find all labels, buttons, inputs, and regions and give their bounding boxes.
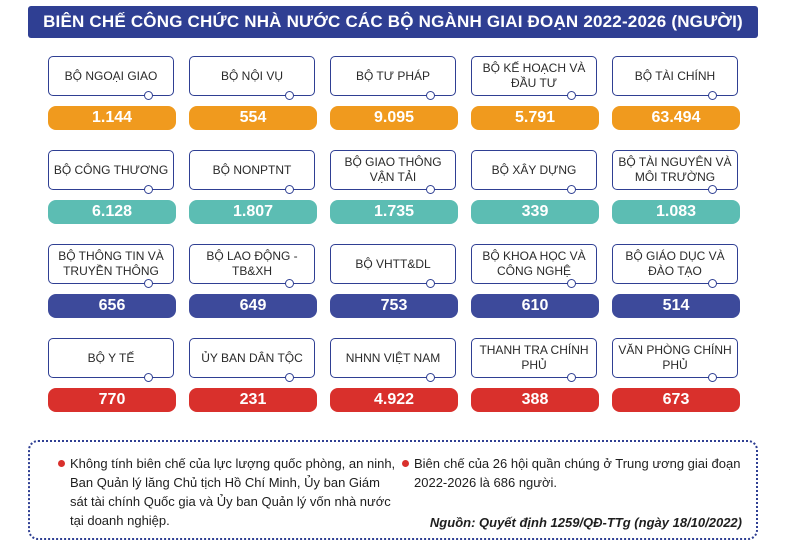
connector-dot-icon <box>708 373 717 382</box>
staff-count-value: 1.083 <box>612 200 740 224</box>
ministry-name: BỘ NGOẠI GIAO <box>64 68 158 83</box>
staff-count-value: 514 <box>612 294 740 318</box>
ministry-name-box: BỘ TƯ PHÁP <box>330 56 456 100</box>
ministry-name: BỘ LAO ĐỘNG - TB&XH <box>206 249 298 278</box>
ministry-name-box: BỘ NONPTNT <box>189 150 315 194</box>
staff-count-value: 6.128 <box>48 200 176 224</box>
ministry-name-box: BỘ GIAO THÔNG VẬN TẢI <box>330 150 456 194</box>
note-right: Biên chế của 26 hội quần chúng ở Trung ư… <box>402 454 754 492</box>
connector-dot-icon <box>426 373 435 382</box>
note-right-text: Biên chế của 26 hội quần chúng ở Trung ư… <box>414 456 741 490</box>
ministry-name: BỘ Y TẾ <box>87 350 135 365</box>
ministry-name: ỦY BAN DÂN TỘC <box>201 350 303 365</box>
ministry-name-box: BỘ GIÁO DỤC VÀ ĐÀO TẠO <box>612 244 738 288</box>
staff-count-value: 1.144 <box>48 106 176 130</box>
ministry-name-box: THANH TRA CHÍNH PHỦ <box>471 338 597 382</box>
staff-count-value: 554 <box>189 106 317 130</box>
ministry-name-box: BỘ NGOẠI GIAO <box>48 56 174 100</box>
ministry-name-box: BỘ THÔNG TIN VÀ TRUYỀN THÔNG <box>48 244 174 288</box>
ministry-name: BỘ TƯ PHÁP <box>355 68 431 83</box>
connector-dot-icon <box>144 279 153 288</box>
connector-dot-icon <box>285 185 294 194</box>
ministry-name-box: BỘ KẾ HOẠCH VÀ ĐẦU TƯ <box>471 56 597 100</box>
staff-count-value: 673 <box>612 388 740 412</box>
connector-dot-icon <box>285 373 294 382</box>
connector-dot-icon <box>708 279 717 288</box>
ministry-name-box: BỘ CÔNG THƯƠNG <box>48 150 174 194</box>
ministry-name: BỘ KẾ HOẠCH VÀ ĐẦU TƯ <box>482 61 586 90</box>
chart-title: BIÊN CHẾ CÔNG CHỨC NHÀ NƯỚC CÁC BỘ NGÀNH… <box>28 6 758 38</box>
staff-count-value: 770 <box>48 388 176 412</box>
bullet-icon <box>402 460 409 467</box>
staff-count-value: 753 <box>330 294 458 318</box>
ministry-name: BỘ NONPTNT <box>212 162 292 177</box>
ministry-name: NHNN VIỆT NAM <box>345 350 441 365</box>
connector-dot-icon <box>144 91 153 100</box>
ministry-name: BỘ TÀI CHÍNH <box>634 68 716 83</box>
staff-count-value: 649 <box>189 294 317 318</box>
ministry-name: BỘ KHOA HỌC VÀ CÔNG NGHỆ <box>482 249 586 278</box>
ministry-name: BỘ TÀI NGUYÊN VÀ MÔI TRƯỜNG <box>618 155 732 184</box>
connector-dot-icon <box>144 185 153 194</box>
ministry-name-box: BỘ TÀI NGUYÊN VÀ MÔI TRƯỜNG <box>612 150 738 194</box>
staff-count-value: 656 <box>48 294 176 318</box>
staff-count-value: 610 <box>471 294 599 318</box>
connector-dot-icon <box>567 373 576 382</box>
notes-box: Không tính biên chế của lực lượng quốc p… <box>28 440 758 540</box>
staff-count-value: 4.922 <box>330 388 458 412</box>
staff-count-value: 5.791 <box>471 106 599 130</box>
ministry-grid: BỘ NGOẠI GIAO 1.144 BỘ NỘI VỤ 554 BỘ TƯ PHÁP… <box>48 56 740 412</box>
connector-dot-icon <box>426 91 435 100</box>
connector-dot-icon <box>144 373 153 382</box>
staff-count-value: 1.807 <box>189 200 317 224</box>
ministry-name: BỘ VHTT&DL <box>355 256 431 271</box>
connector-dot-icon <box>285 279 294 288</box>
ministry-name-box: BỘ NỘI VỤ <box>189 56 315 100</box>
ministry-name-box: VĂN PHÒNG CHÍNH PHỦ <box>612 338 738 382</box>
ministry-name: BỘ XÂY DỰNG <box>491 162 577 177</box>
connector-dot-icon <box>708 185 717 194</box>
ministry-name: BỘ CÔNG THƯƠNG <box>53 162 169 177</box>
connector-dot-icon <box>708 91 717 100</box>
connector-dot-icon <box>567 185 576 194</box>
connector-dot-icon <box>567 279 576 288</box>
ministry-name: BỘ NỘI VỤ <box>220 68 283 83</box>
ministry-name-box: BỘ VHTT&DL <box>330 244 456 288</box>
staff-count-value: 1.735 <box>330 200 458 224</box>
ministry-name-box: BỘ TÀI CHÍNH <box>612 56 738 100</box>
ministry-name: THANH TRA CHÍNH PHỦ <box>479 343 589 372</box>
ministry-name-box: NHNN VIỆT NAM <box>330 338 456 382</box>
connector-dot-icon <box>567 91 576 100</box>
ministry-name: BỘ GIAO THÔNG VẬN TẢI <box>344 155 442 184</box>
connector-dot-icon <box>426 185 435 194</box>
ministry-name-box: ỦY BAN DÂN TỘC <box>189 338 315 382</box>
staff-count-value: 231 <box>189 388 317 412</box>
staff-count-value: 339 <box>471 200 599 224</box>
bullet-icon <box>58 460 65 467</box>
staff-count-value: 388 <box>471 388 599 412</box>
ministry-name-box: BỘ KHOA HỌC VÀ CÔNG NGHỆ <box>471 244 597 288</box>
ministry-name: VĂN PHÒNG CHÍNH PHỦ <box>618 343 732 372</box>
ministry-name-box: BỘ LAO ĐỘNG - TB&XH <box>189 244 315 288</box>
connector-dot-icon <box>426 279 435 288</box>
note-left: Không tính biên chế của lực lượng quốc p… <box>58 454 400 530</box>
staff-count-value: 9.095 <box>330 106 458 130</box>
connector-dot-icon <box>285 91 294 100</box>
ministry-name: BỘ GIÁO DỤC VÀ ĐÀO TẠO <box>625 249 725 278</box>
ministry-name-box: BỘ XÂY DỰNG <box>471 150 597 194</box>
source-note: Nguồn: Quyết định 1259/QĐ-TTg (ngày 18/1… <box>429 515 742 530</box>
ministry-name-box: BỘ Y TẾ <box>48 338 174 382</box>
staff-count-value: 63.494 <box>612 106 740 130</box>
ministry-name: BỘ THÔNG TIN VÀ TRUYỀN THÔNG <box>58 249 164 278</box>
note-left-text: Không tính biên chế của lực lượng quốc p… <box>70 456 396 528</box>
